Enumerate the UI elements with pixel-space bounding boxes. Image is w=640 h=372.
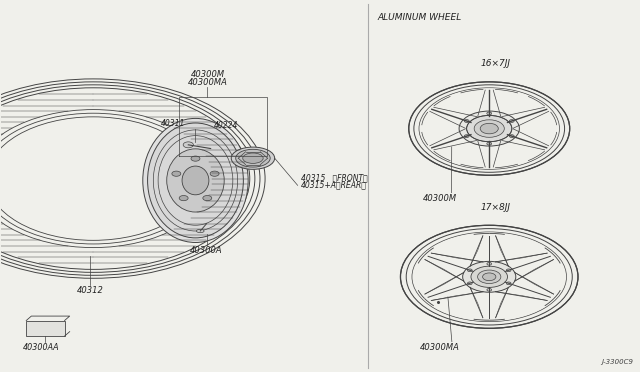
Text: 40315   〈FRONT〉: 40315 〈FRONT〉 — [301, 173, 367, 182]
Ellipse shape — [196, 229, 204, 232]
Text: 40300MA: 40300MA — [419, 343, 460, 352]
Circle shape — [487, 262, 492, 265]
Circle shape — [483, 273, 496, 280]
Circle shape — [203, 196, 212, 201]
Circle shape — [467, 115, 512, 142]
Circle shape — [191, 156, 200, 161]
Text: 40300A: 40300A — [190, 246, 223, 255]
Circle shape — [401, 225, 578, 328]
Text: 40300MA: 40300MA — [188, 78, 227, 87]
Ellipse shape — [167, 149, 224, 212]
Circle shape — [509, 135, 514, 138]
Circle shape — [487, 288, 492, 291]
Circle shape — [480, 123, 499, 134]
Circle shape — [487, 112, 492, 115]
Circle shape — [463, 262, 516, 292]
Circle shape — [509, 120, 514, 122]
Text: 40315+A〈REAR〉: 40315+A〈REAR〉 — [301, 180, 367, 189]
Circle shape — [210, 171, 219, 176]
Circle shape — [471, 266, 508, 288]
Text: ALUMINUM WHEEL: ALUMINUM WHEEL — [378, 13, 461, 22]
Text: 40312: 40312 — [77, 286, 104, 295]
Circle shape — [487, 142, 492, 145]
Circle shape — [459, 111, 520, 146]
Text: 40311: 40311 — [161, 119, 185, 128]
Circle shape — [179, 196, 188, 201]
Circle shape — [172, 171, 181, 176]
Circle shape — [409, 82, 570, 175]
Text: 17×8JJ: 17×8JJ — [481, 203, 511, 212]
Text: 40300M: 40300M — [423, 194, 458, 203]
Circle shape — [467, 282, 472, 285]
Circle shape — [464, 120, 469, 122]
Circle shape — [420, 89, 558, 169]
Text: 40300M: 40300M — [190, 70, 225, 79]
Circle shape — [467, 269, 472, 272]
Ellipse shape — [236, 149, 270, 167]
Circle shape — [413, 233, 565, 321]
FancyBboxPatch shape — [26, 321, 65, 336]
Text: J-3300C9: J-3300C9 — [601, 359, 633, 365]
Circle shape — [477, 270, 501, 283]
Circle shape — [183, 142, 193, 148]
Ellipse shape — [243, 153, 263, 163]
Ellipse shape — [143, 118, 248, 243]
Circle shape — [506, 282, 511, 285]
Circle shape — [474, 120, 504, 137]
Text: 16×7JJ: 16×7JJ — [481, 59, 511, 68]
Circle shape — [506, 269, 511, 272]
Circle shape — [464, 135, 469, 138]
Ellipse shape — [231, 147, 275, 169]
Text: 40300AA: 40300AA — [23, 343, 60, 352]
Ellipse shape — [182, 166, 209, 195]
Ellipse shape — [148, 123, 243, 238]
Text: 40224: 40224 — [214, 121, 238, 130]
